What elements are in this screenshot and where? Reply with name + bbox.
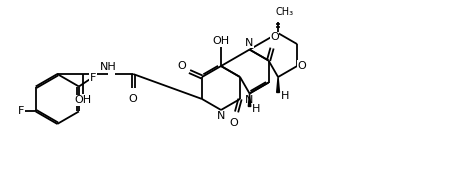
Polygon shape bbox=[277, 77, 280, 93]
Text: CH₃: CH₃ bbox=[275, 7, 293, 17]
Text: H: H bbox=[281, 91, 289, 101]
Text: NH: NH bbox=[100, 62, 116, 72]
Text: N: N bbox=[217, 111, 225, 121]
Text: F: F bbox=[90, 72, 96, 83]
Polygon shape bbox=[248, 93, 251, 106]
Text: N: N bbox=[245, 95, 254, 106]
Text: O: O bbox=[230, 118, 238, 128]
Text: O: O bbox=[270, 32, 279, 42]
Text: OH: OH bbox=[75, 95, 92, 106]
Text: O: O bbox=[129, 94, 138, 104]
Text: O: O bbox=[178, 61, 186, 70]
Text: OH: OH bbox=[213, 36, 230, 46]
Text: F: F bbox=[18, 106, 24, 116]
Text: O: O bbox=[298, 61, 306, 71]
Text: H: H bbox=[252, 104, 260, 114]
Text: N: N bbox=[245, 38, 254, 48]
